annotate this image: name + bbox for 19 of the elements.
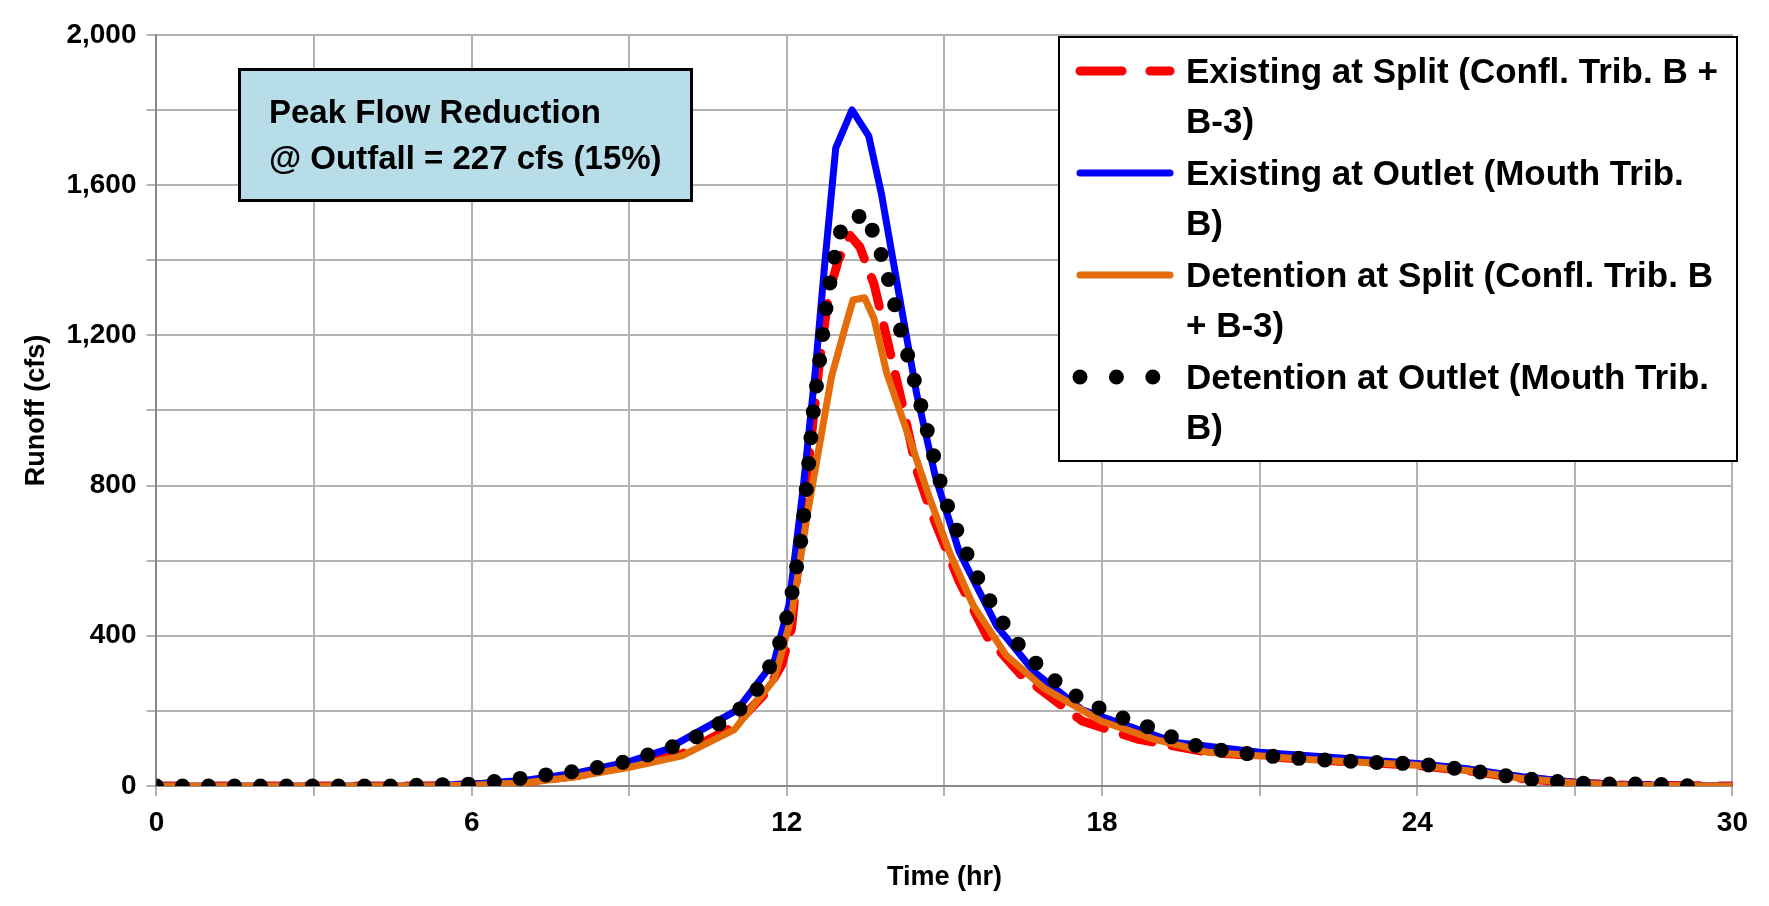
x-tick-label: 30 [1716,805,1749,837]
y-tick-label: 400 [89,618,137,650]
annotation: Peak Flow Reduction @ Outfall = 227 cfs (15%) [238,68,693,202]
x-axis-title: Time (hr) [886,861,1002,892]
x-tick-label: 18 [1086,805,1118,837]
x-tick-label: 0 [148,805,165,837]
y-tick-label: 2,000 [66,17,137,49]
legend-label: Detention at Split (Confl. Trib. B + B-3) [1186,254,1714,346]
x-tick-label: 6 [463,805,480,837]
legend-label: Existing at Split (Confl. Trib. B + B-3) [1186,50,1719,142]
y-tick-label: 800 [89,468,137,500]
y-tick-label: 0 [120,768,137,800]
legend-label: Detention at Outlet (Mouth Trib. B) [1186,356,1710,448]
x-tick-label: 12 [771,805,803,837]
legend-label: Existing at Outlet (Mouth Trib. B) [1186,152,1685,244]
y-tick-label: 1,200 [66,318,137,349]
y-axis-title: Runoff (cfs) [19,334,50,487]
x-tick-label: 24 [1401,805,1434,837]
y-tick-label: 1,600 [66,167,137,199]
